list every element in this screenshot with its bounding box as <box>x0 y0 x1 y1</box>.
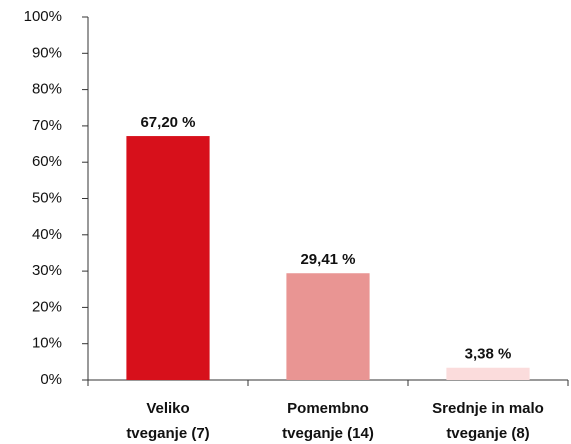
bar <box>286 273 370 380</box>
x-tick-label: Pomembno <box>287 400 369 417</box>
bar <box>446 367 530 380</box>
y-tick-label: 20% <box>32 298 62 315</box>
x-tick-label: tveganje (14) <box>282 425 374 442</box>
y-tick-label: 0% <box>40 371 62 388</box>
y-tick-label: 80% <box>32 81 62 98</box>
x-tick-label: tveganje (8) <box>446 425 529 442</box>
y-tick-label: 70% <box>32 117 62 134</box>
y-tick-label: 90% <box>32 44 62 61</box>
y-tick-label: 40% <box>32 226 62 243</box>
value-label: 3,38 % <box>465 346 512 363</box>
value-label: 67,20 % <box>140 114 195 131</box>
y-tick-label: 50% <box>32 189 62 206</box>
x-tick-label: Srednje in malo <box>432 400 544 417</box>
y-tick-label: 60% <box>32 153 62 170</box>
x-tick-label: tveganje (7) <box>126 425 209 442</box>
value-label: 29,41 % <box>300 251 355 268</box>
bar <box>126 136 210 380</box>
y-tick-label: 10% <box>32 335 62 352</box>
y-tick-label: 100% <box>24 8 62 25</box>
y-tick-label: 30% <box>32 262 62 279</box>
x-tick-label: Veliko <box>146 400 189 417</box>
